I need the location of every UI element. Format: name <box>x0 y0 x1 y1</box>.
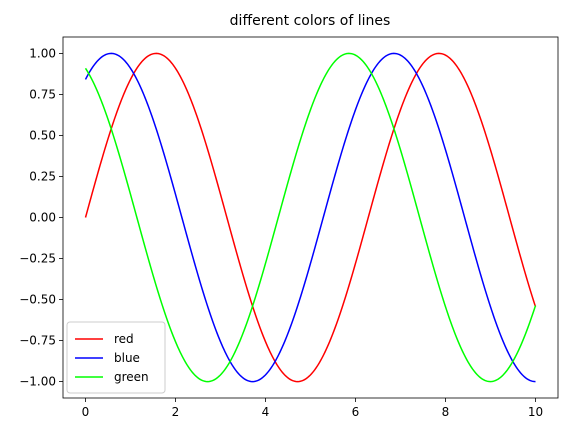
series-line-green <box>84 52 537 383</box>
axes: 0 2 4 6 8 10 −1.00 −0.75 −0.50 −0.25 0.00 0.25 0.50 0… <box>19 36 559 419</box>
y-tick-label: 0.75 <box>29 87 56 101</box>
series-line-red <box>84 52 537 383</box>
legend-label-blue: blue <box>114 351 140 365</box>
y-tick-label: −0.50 <box>19 293 56 307</box>
chart-title: different colors of lines <box>230 13 391 29</box>
y-tick-label: −0.25 <box>19 252 56 266</box>
x-tick-label: 6 <box>352 405 360 419</box>
x-tick-label: 8 <box>442 405 450 419</box>
series-line-blue <box>84 52 536 383</box>
y-tick-label: 0.50 <box>29 128 56 142</box>
y-tick-label: −1.00 <box>19 375 56 389</box>
y-tick-label: 1.00 <box>29 46 56 60</box>
x-tick-label: 2 <box>172 405 180 419</box>
y-tick-label: −0.75 <box>19 334 56 348</box>
x-tick-label: 0 <box>82 405 90 419</box>
legend-label-green: green <box>114 370 149 384</box>
legend: red blue green <box>66 321 166 394</box>
x-tick-label: 10 <box>528 405 543 419</box>
y-tick-label: 0.00 <box>29 211 56 225</box>
x-tick-label: 4 <box>262 405 270 419</box>
y-tick-label: 0.25 <box>29 169 56 183</box>
plot-area <box>84 52 537 383</box>
legend-label-red: red <box>114 332 134 346</box>
